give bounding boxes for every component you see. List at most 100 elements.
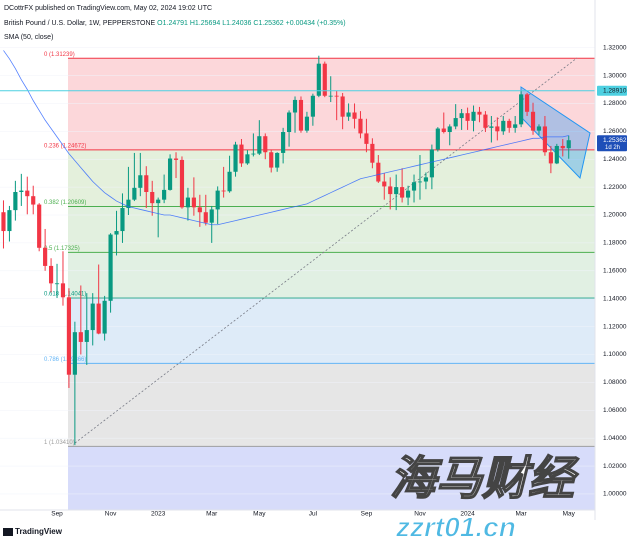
candle-body [245,154,250,164]
candle-body [477,111,482,115]
x-tick-label: Nov [105,511,117,518]
candle-body [221,190,226,192]
fib-zone [68,58,595,150]
candle-body [263,136,268,153]
candle-body [352,112,357,119]
candle-body [358,118,363,134]
candle-body [114,231,119,235]
candle-body [185,197,191,208]
y-tick-label: 1.32000 [603,44,627,51]
candle-body [340,96,345,117]
header-line: British Pound / U.S. Dollar, 1W, PEPPERS… [4,20,346,27]
candle-body [102,300,107,334]
fib-zone [68,363,595,447]
candle-body [310,95,315,117]
candle-body [513,124,518,128]
candle-body [66,297,72,375]
candle-body [197,207,202,213]
candle-body [144,175,149,192]
candle-body [435,128,440,150]
x-tick-label: May [563,511,576,518]
candle-body [316,63,321,96]
candle-body [560,145,565,149]
candle-body [483,114,488,128]
plot-area: 0 (1.31239) 0.236 (1.24672) 0.382 (1.20609… [0,47,595,510]
candle-body [173,158,179,160]
candle-body [554,145,559,164]
watermark-site: zzrt01.cn [395,511,516,542]
candle-body [298,99,304,131]
y-tick-label: 1.08000 [603,379,627,386]
fib-zone [68,446,595,510]
x-tick-label: May [253,511,266,518]
indicator-label: SMA (50, close) [4,34,53,41]
candle-body [548,152,553,164]
candle-body [501,120,506,132]
logo: TradingView [15,527,63,536]
candle-body [471,111,476,121]
trend-line [74,57,578,444]
watermark-title: 海马财经 [390,452,579,504]
candle-body [429,149,434,178]
fib-label: 0.5 (1.17325) [44,246,80,252]
price-tag [597,85,627,96]
price-tag-label: 1.25362 [603,137,627,144]
candle-body [233,144,238,172]
candle-body [292,99,298,113]
candle-body [530,111,536,131]
candle-body [203,212,208,223]
candle-body [286,112,292,133]
candle-body [54,283,60,285]
candle-body [251,153,256,155]
fib-zone [68,298,595,364]
candle-body [411,182,417,191]
ohlc: H1.25694 [190,20,220,27]
candle-body [191,197,196,208]
candle-body [281,132,286,153]
candle-body [394,187,399,195]
candle-body [162,189,167,200]
candle-body [43,247,48,266]
x-tick-label: Mar [516,511,528,518]
fib-label: 0.236 (1.24672) [44,143,86,149]
candle-body [167,158,173,190]
fib-label: 0.618 (1.14041) [44,292,86,298]
candle-body [7,210,12,232]
fib-label: 0 (1.31239) [44,52,75,58]
candle-body [132,187,137,200]
y-tick-label: 1.10000 [603,351,627,358]
candle-body [400,187,405,198]
x-tick-label: Sep [361,511,373,518]
y-tick-label: 1.06000 [603,407,627,414]
x-tick-label: 2024 [460,511,475,518]
candle-body [417,181,423,183]
candle-body [507,120,512,128]
candle-body [447,126,452,133]
candle-body [269,152,274,168]
candle-body [334,95,339,97]
candle-body [489,126,494,128]
y-tick-label: 1.18000 [603,240,627,247]
publisher: DCottrFX published on TradingView.com, M… [4,5,212,12]
candle-body [304,116,310,131]
candle-body [364,133,369,144]
x-tick-label: Jul [309,511,318,518]
fib-zone [68,252,595,299]
x-tick-label: Nov [414,511,426,518]
candle-body [138,175,143,188]
candle-body [370,143,375,163]
symbol: British Pound / U.S. Dollar, 1W, PEPPERS… [4,20,156,27]
countdown: 1d 2h [605,145,620,151]
y-tick-label: 1.24000 [603,156,627,163]
y-tick-label: 1.12000 [603,323,627,330]
y-tick-label: 1.16000 [603,268,627,275]
x-tick-label: 2023 [151,511,166,518]
y-tick-label: 1.22000 [603,184,627,191]
candle-body [459,113,464,119]
candle-body [239,144,244,164]
y-tick-label: 1.30000 [603,72,627,79]
candle-body [72,332,77,375]
candle-body [536,126,542,131]
candle-body [37,204,42,248]
y-tick-label: 1.00000 [603,491,627,498]
